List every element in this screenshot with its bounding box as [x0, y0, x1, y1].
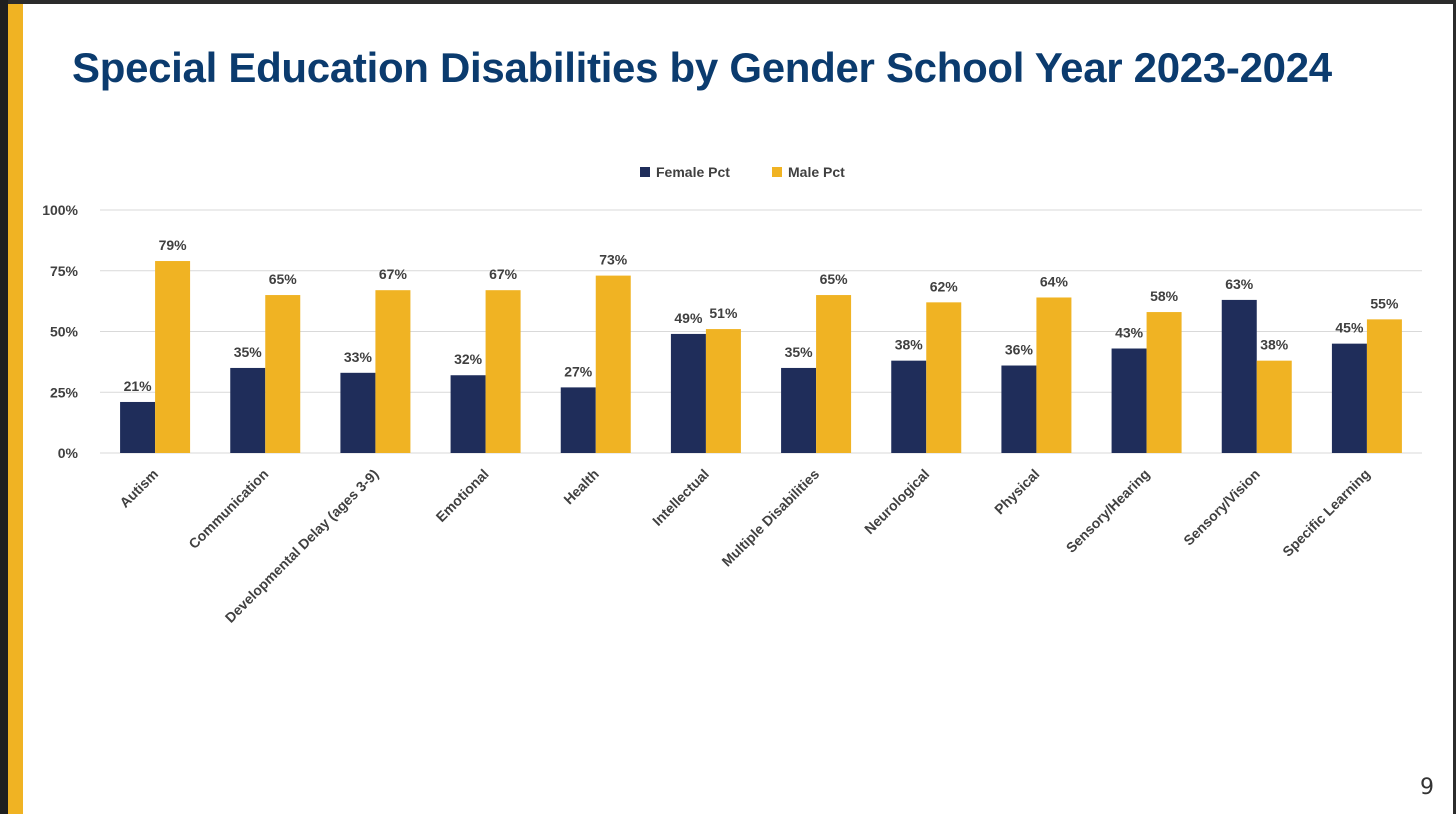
page-number: 9: [1420, 775, 1434, 800]
x-tick-label: Specific Learning: [1279, 466, 1373, 560]
x-tick-label: Neurological: [861, 466, 932, 537]
x-tick-label: Autism: [116, 466, 161, 511]
y-tick-label: 25%: [50, 384, 79, 400]
data-label: 38%: [1260, 337, 1289, 353]
data-label: 65%: [820, 271, 849, 287]
bar-female: [781, 367, 817, 453]
legend-label: Female Pct: [656, 164, 730, 180]
data-label: 79%: [159, 237, 188, 253]
bar-male: [926, 302, 962, 453]
bar-male: [485, 290, 521, 453]
y-tick-label: 0%: [58, 445, 79, 461]
bar-female: [560, 387, 596, 453]
x-tick-label: Emotional: [433, 466, 492, 525]
data-label: 32%: [454, 351, 483, 367]
bar-male: [1366, 319, 1402, 453]
window-frame-left: [0, 0, 8, 814]
bar-male: [1256, 360, 1292, 453]
bar-female: [340, 372, 376, 453]
x-tick-label: Intellectual: [649, 466, 712, 529]
x-tick-label: Sensory/Hearing: [1063, 466, 1153, 556]
bar-female: [230, 367, 266, 453]
legend-label: Male Pct: [788, 164, 845, 180]
bar-male: [1036, 297, 1072, 453]
data-label: 67%: [489, 266, 518, 282]
bar-male: [816, 295, 852, 453]
data-label: 35%: [785, 344, 814, 360]
bar-male: [265, 295, 301, 453]
data-label: 38%: [895, 337, 924, 353]
data-label: 36%: [1005, 342, 1034, 358]
legend-swatch: [640, 167, 650, 177]
legend-swatch: [772, 167, 782, 177]
data-label: 73%: [599, 252, 628, 268]
slide-title: Special Education Disabilities by Gender…: [72, 44, 1332, 91]
data-label: 21%: [124, 378, 153, 394]
bar-female: [120, 401, 156, 453]
bar-female: [891, 360, 927, 453]
x-tick-label: Health: [560, 466, 602, 508]
bar-female: [1111, 348, 1147, 453]
data-label: 55%: [1370, 295, 1399, 311]
bar-male: [595, 275, 631, 453]
data-label: 45%: [1335, 320, 1364, 336]
window-frame-right: [1453, 0, 1456, 814]
bar-male: [375, 290, 411, 453]
data-label: 63%: [1225, 276, 1254, 292]
bar-female: [670, 333, 706, 453]
bar-female: [450, 375, 486, 453]
bar-male: [1146, 312, 1182, 453]
data-label: 58%: [1150, 288, 1179, 304]
data-label: 43%: [1115, 325, 1144, 341]
bar-female: [1331, 343, 1367, 453]
bar-female: [1001, 365, 1037, 453]
data-label: 67%: [379, 266, 408, 282]
data-label: 33%: [344, 349, 373, 365]
data-label: 64%: [1040, 273, 1069, 289]
x-tick-label: Communication: [185, 466, 271, 552]
data-label: 65%: [269, 271, 298, 287]
bar-female: [1221, 299, 1257, 453]
slide-accent-bar: [8, 4, 23, 814]
y-tick-label: 50%: [50, 324, 79, 340]
x-tick-label: Multiple Disabilities: [718, 466, 822, 570]
bar-male: [705, 329, 741, 453]
bar-male: [155, 261, 191, 453]
x-tick-label: Physical: [991, 466, 1042, 517]
data-label: 27%: [564, 363, 593, 379]
data-label: 62%: [930, 278, 959, 294]
y-tick-label: 100%: [42, 202, 78, 218]
data-label: 51%: [709, 305, 738, 321]
data-label: 35%: [234, 344, 263, 360]
y-tick-label: 75%: [50, 263, 79, 279]
data-label: 49%: [674, 310, 703, 326]
window-frame-top: [0, 0, 1456, 4]
x-tick-label: Sensory/Vision: [1180, 466, 1263, 549]
